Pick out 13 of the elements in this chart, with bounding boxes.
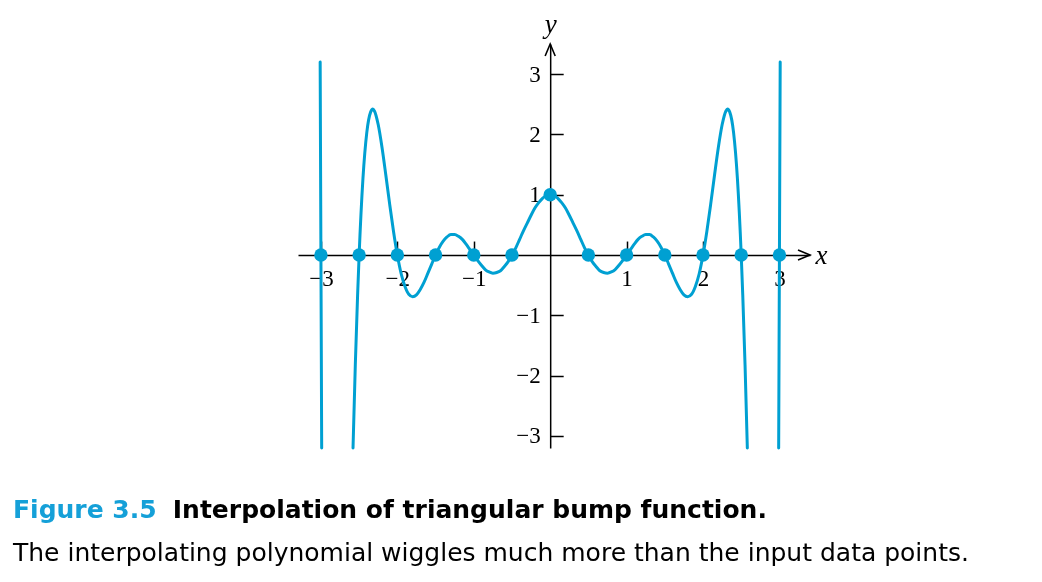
y-tick-label: 1 <box>529 182 541 208</box>
text: Interpolation of triangular bump function. <box>172 495 767 524</box>
text: The interpolating polynomial wiggles much more than the input data points. <box>12 538 969 567</box>
caption: Figure 3.5 <box>13 495 157 524</box>
y-tick-label: −3 <box>516 423 541 449</box>
x-tick-label: 1 <box>621 265 633 291</box>
x-axis-title: x <box>814 239 828 270</box>
y-tick-label: 2 <box>529 121 541 147</box>
y-tick-label: −2 <box>516 363 541 389</box>
y-tick-label: 3 <box>529 61 541 87</box>
y-tick-label: −1 <box>516 302 541 328</box>
x-tick-label: −1 <box>462 265 487 291</box>
y-axis-title: y <box>541 8 557 39</box>
